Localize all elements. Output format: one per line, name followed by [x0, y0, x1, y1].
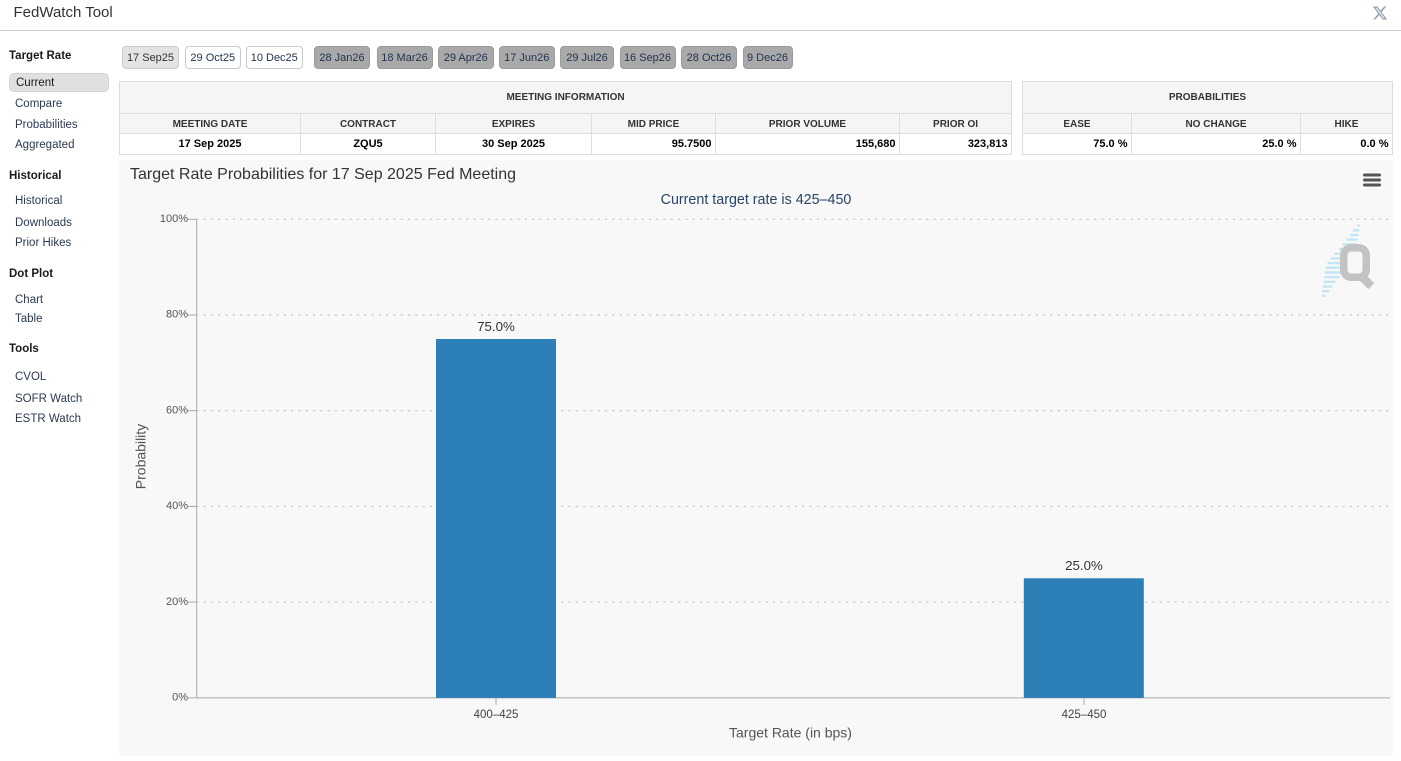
svg-text:40%: 40% [166, 500, 188, 512]
svg-text:80%: 80% [166, 309, 188, 321]
svg-text:25.0%: 25.0% [1065, 558, 1103, 573]
svg-text:400–425: 400–425 [474, 709, 519, 721]
svg-text:Probability: Probability [133, 424, 149, 489]
svg-text:0%: 0% [172, 692, 188, 704]
svg-text:20%: 20% [166, 596, 188, 608]
svg-text:75.0%: 75.0% [477, 319, 515, 334]
svg-text:60%: 60% [166, 404, 188, 416]
svg-text:100%: 100% [160, 213, 188, 225]
svg-text:Target Rate (in bps): Target Rate (in bps) [729, 725, 852, 741]
svg-text:425–450: 425–450 [1062, 709, 1107, 721]
